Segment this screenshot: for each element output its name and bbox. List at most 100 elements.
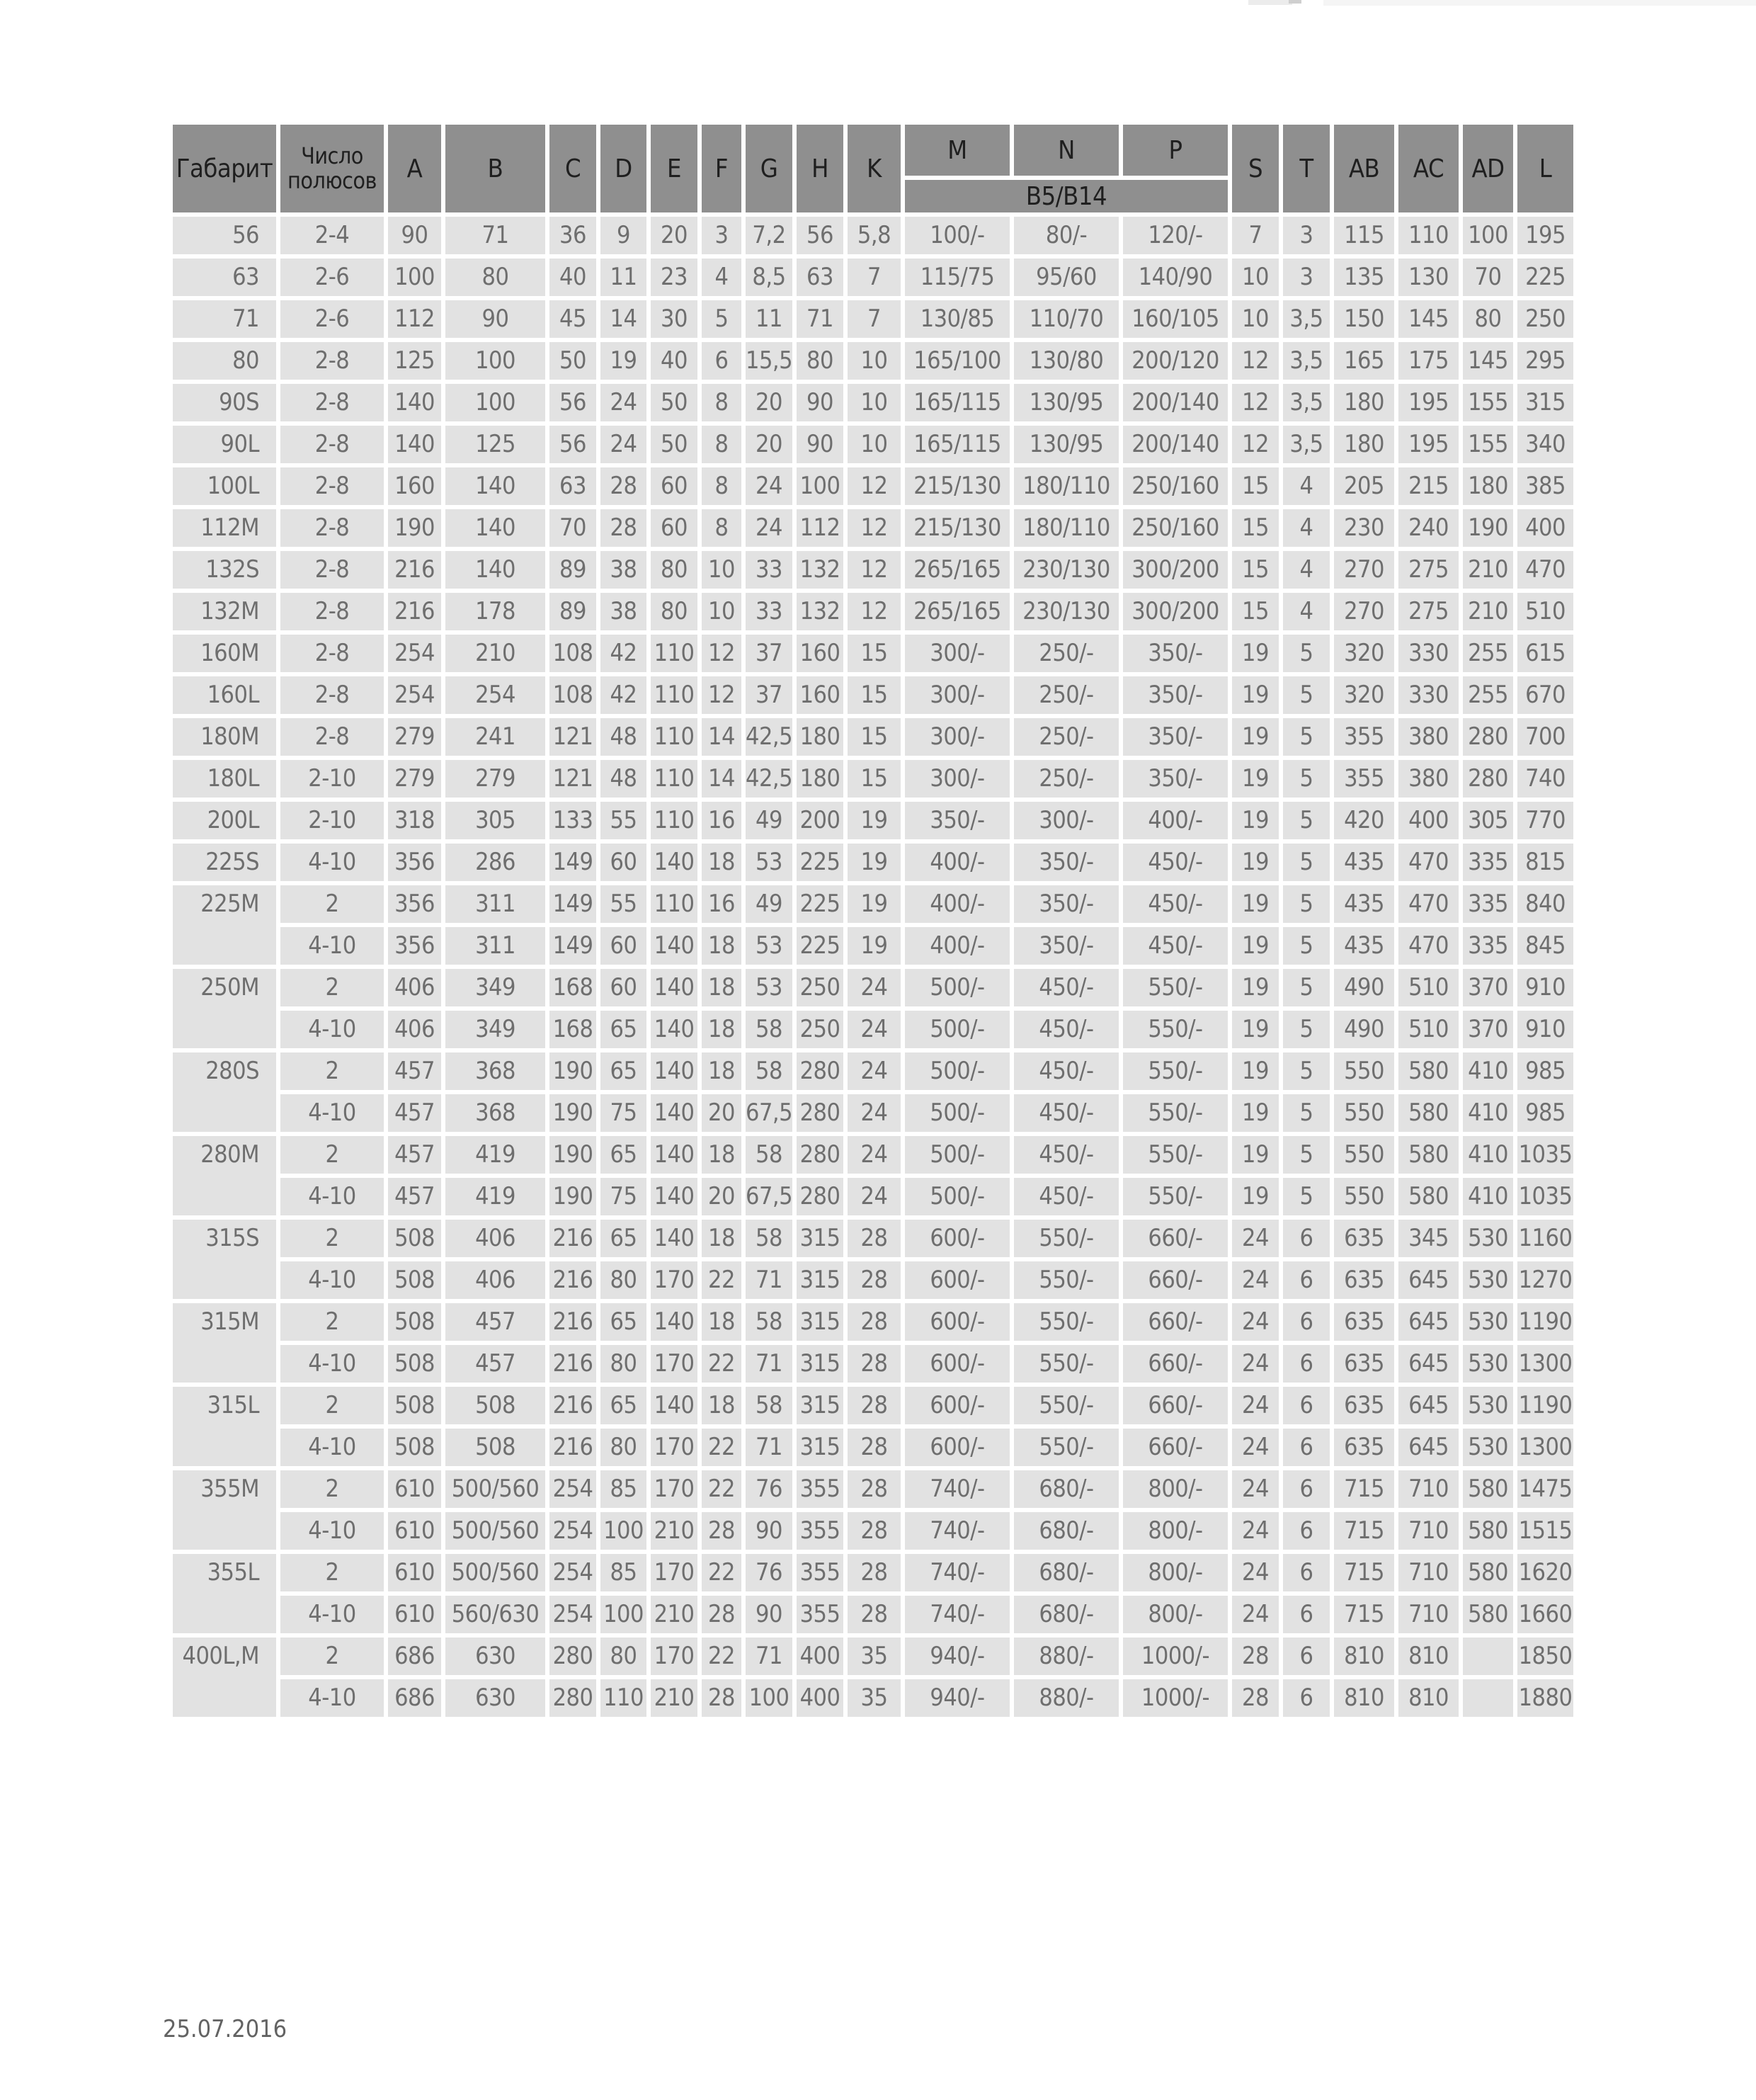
- cell-a: 125: [388, 342, 441, 380]
- cell-k: 15: [848, 718, 901, 756]
- cell-h: 90: [797, 384, 843, 421]
- cell-p: 800/-: [1123, 1554, 1228, 1591]
- cell-gabarit: 160L: [173, 676, 276, 714]
- cell-p: 660/-: [1123, 1429, 1228, 1466]
- cell-b: 419: [445, 1178, 545, 1215]
- cell-h: 315: [797, 1303, 843, 1341]
- cell-e: 80: [651, 551, 697, 589]
- cell-d: 65: [600, 1387, 646, 1424]
- column-subheader-b5-b14: B5/B14: [905, 180, 1228, 212]
- cell-f: 18: [702, 1220, 741, 1257]
- cell-g: 53: [746, 927, 792, 965]
- cell-a: 406: [388, 969, 441, 1006]
- table-row: 180L 2-10 279 279 121 48 110 14 42,5 180 15 300/- 25…: [173, 760, 1573, 798]
- cell-e: 140: [651, 1136, 697, 1174]
- cell-c: 254: [549, 1512, 596, 1550]
- cell-ad: 530: [1463, 1429, 1513, 1466]
- cell-d: 85: [600, 1470, 646, 1508]
- cell-n: 680/-: [1014, 1512, 1119, 1550]
- cell-a: 406: [388, 1011, 441, 1048]
- cell-e: 210: [651, 1596, 697, 1633]
- cell-k: 24: [848, 1178, 901, 1215]
- cell-m: 165/100: [905, 342, 1010, 380]
- table-body: 56 2-4 90 71 36 9 20 3 7,2 56 5,8 100/- 80/- 120/- 7 3 1…: [173, 217, 1573, 1717]
- column-header-gabarit: Габарит: [173, 125, 276, 212]
- cell-ab: 320: [1334, 676, 1394, 714]
- top-edge-artifact-dark: [1289, 0, 1301, 4]
- cell-poles: 2: [280, 969, 384, 1006]
- cell-k: 28: [848, 1596, 901, 1633]
- cell-m: 740/-: [905, 1554, 1010, 1591]
- cell-s: 19: [1232, 1052, 1279, 1090]
- cell-b: 140: [445, 467, 545, 505]
- cell-e: 170: [651, 1429, 697, 1466]
- cell-m: 740/-: [905, 1470, 1010, 1508]
- cell-f: 4: [702, 259, 741, 296]
- cell-e: 30: [651, 300, 697, 338]
- cell-s: 19: [1232, 969, 1279, 1006]
- cell-l: 815: [1517, 844, 1573, 881]
- cell-a: 160: [388, 467, 441, 505]
- cell-c: 56: [549, 426, 596, 463]
- cell-m: 600/-: [905, 1261, 1010, 1299]
- cell-ac: 470: [1398, 927, 1459, 965]
- cell-n: 680/-: [1014, 1554, 1119, 1591]
- cell-ac: 330: [1398, 635, 1459, 672]
- table-row: 4-10 610 560/630 254 100 210 28 90 355 28 740/- 680…: [173, 1596, 1573, 1633]
- cell-ac: 510: [1398, 969, 1459, 1006]
- cell-n: 350/-: [1014, 844, 1119, 881]
- cell-n: 880/-: [1014, 1638, 1119, 1675]
- cell-h: 355: [797, 1512, 843, 1550]
- cell-m: 500/-: [905, 969, 1010, 1006]
- cell-a: 508: [388, 1220, 441, 1257]
- cell-h: 225: [797, 927, 843, 965]
- cell-l: 1620: [1517, 1554, 1573, 1591]
- cell-ad: 305: [1463, 802, 1513, 839]
- cell-h: 90: [797, 426, 843, 463]
- cell-ad: [1463, 1638, 1513, 1675]
- cell-t: 5: [1283, 1052, 1330, 1090]
- cell-c: 190: [549, 1094, 596, 1132]
- cell-k: 12: [848, 509, 901, 547]
- cell-e: 170: [651, 1638, 697, 1675]
- cell-f: 22: [702, 1470, 741, 1508]
- cell-h: 80: [797, 342, 843, 380]
- cell-p: 550/-: [1123, 1052, 1228, 1090]
- cell-l: 845: [1517, 927, 1573, 965]
- cell-p: 400/-: [1123, 802, 1228, 839]
- cell-ab: 550: [1334, 1178, 1394, 1215]
- cell-c: 56: [549, 384, 596, 421]
- cell-c: 280: [549, 1638, 596, 1675]
- cell-ac: 645: [1398, 1387, 1459, 1424]
- column-header-p: P: [1123, 125, 1228, 176]
- cell-n: 95/60: [1014, 259, 1119, 296]
- cell-e: 60: [651, 467, 697, 505]
- cell-gabarit: 280S: [173, 1052, 276, 1132]
- cell-c: 190: [549, 1052, 596, 1090]
- cell-a: 508: [388, 1345, 441, 1383]
- cell-m: 400/-: [905, 885, 1010, 923]
- cell-f: 20: [702, 1094, 741, 1132]
- cell-h: 355: [797, 1596, 843, 1633]
- cell-f: 3: [702, 217, 741, 254]
- cell-ad: 255: [1463, 635, 1513, 672]
- cell-s: 24: [1232, 1470, 1279, 1508]
- column-header-t: T: [1283, 125, 1330, 212]
- cell-a: 508: [388, 1429, 441, 1466]
- cell-d: 60: [600, 927, 646, 965]
- table-row: 4-10 508 406 216 80 170 22 71 315 28 600/- 550/- 660…: [173, 1261, 1573, 1299]
- cell-f: 18: [702, 969, 741, 1006]
- cell-a: 610: [388, 1596, 441, 1633]
- cell-b: 419: [445, 1136, 545, 1174]
- cell-p: 660/-: [1123, 1345, 1228, 1383]
- cell-e: 140: [651, 1094, 697, 1132]
- cell-poles: 2: [280, 1052, 384, 1090]
- cell-d: 11: [600, 259, 646, 296]
- cell-a: 457: [388, 1136, 441, 1174]
- cell-ad: 370: [1463, 969, 1513, 1006]
- cell-ab: 550: [1334, 1094, 1394, 1132]
- cell-a: 686: [388, 1679, 441, 1717]
- cell-gabarit: 90L: [173, 426, 276, 463]
- cell-ad: 410: [1463, 1178, 1513, 1215]
- cell-g: 58: [746, 1136, 792, 1174]
